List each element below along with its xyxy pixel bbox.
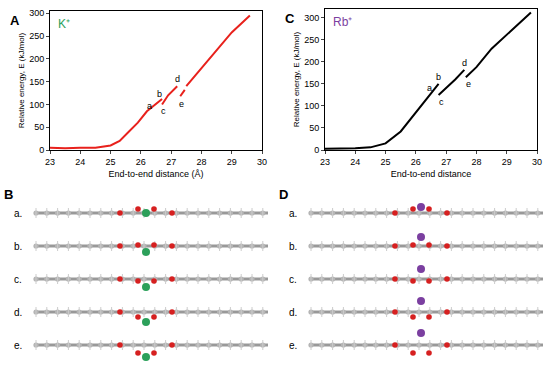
svg-text:30: 30 [532, 157, 542, 167]
svg-text:28: 28 [471, 157, 481, 167]
svg-text:250: 250 [29, 31, 44, 41]
svg-text:C: C [285, 11, 295, 26]
svg-text:a: a [147, 101, 152, 111]
svg-text:50: 50 [309, 123, 319, 133]
svg-text:Rb⁺: Rb⁺ [333, 15, 352, 29]
svg-text:K⁺: K⁺ [58, 17, 70, 31]
svg-text:Relative energy, E (kJ/mol): Relative energy, E (kJ/mol) [292, 31, 301, 127]
svg-text:150: 150 [29, 77, 44, 87]
svg-text:300: 300 [304, 13, 319, 23]
svg-text:a: a [427, 83, 432, 93]
svg-text:c: c [439, 97, 444, 107]
svg-text:28: 28 [196, 157, 206, 167]
svg-text:b.: b. [289, 241, 297, 252]
svg-text:b.: b. [14, 241, 22, 252]
svg-text:24: 24 [350, 157, 360, 167]
svg-text:26: 26 [411, 157, 421, 167]
svg-text:c: c [161, 106, 166, 116]
svg-text:150: 150 [304, 79, 319, 89]
svg-text:End-to-end distance: End-to-end distance [391, 169, 472, 179]
svg-text:d.: d. [289, 307, 297, 318]
svg-text:e: e [466, 79, 471, 89]
svg-text:29: 29 [502, 157, 512, 167]
svg-text:Relative energy, E (kJ/mol): Relative energy, E (kJ/mol) [17, 32, 26, 128]
svg-text:a.: a. [289, 208, 297, 219]
svg-text:100: 100 [304, 101, 319, 111]
svg-text:e.: e. [14, 340, 22, 351]
svg-text:e.: e. [289, 340, 297, 351]
svg-text:30: 30 [257, 157, 267, 167]
svg-text:26: 26 [136, 157, 146, 167]
svg-text:e: e [179, 99, 184, 109]
svg-text:100: 100 [29, 100, 44, 110]
svg-text:B: B [4, 187, 13, 202]
svg-text:D: D [279, 187, 288, 202]
svg-text:200: 200 [29, 54, 44, 64]
svg-text:d: d [462, 58, 467, 68]
svg-text:0: 0 [314, 145, 319, 155]
svg-text:0: 0 [39, 145, 44, 155]
svg-text:23: 23 [320, 157, 330, 167]
svg-text:c.: c. [289, 274, 297, 285]
svg-text:A: A [10, 13, 20, 28]
svg-text:End-to-end distance (Å): End-to-end distance (Å) [108, 169, 203, 179]
svg-text:25: 25 [381, 157, 391, 167]
svg-text:29: 29 [227, 157, 237, 167]
svg-text:27: 27 [441, 157, 451, 167]
svg-text:300: 300 [29, 8, 44, 18]
svg-text:c.: c. [14, 274, 22, 285]
svg-text:23: 23 [45, 157, 55, 167]
svg-text:50: 50 [34, 122, 44, 132]
svg-text:b: b [157, 89, 162, 99]
svg-text:250: 250 [304, 35, 319, 45]
svg-text:d.: d. [14, 307, 22, 318]
svg-text:27: 27 [166, 157, 176, 167]
svg-text:25: 25 [106, 157, 116, 167]
svg-text:b: b [436, 72, 441, 82]
svg-text:24: 24 [75, 157, 85, 167]
svg-text:200: 200 [304, 57, 319, 67]
svg-text:d: d [175, 74, 180, 84]
svg-text:a.: a. [14, 208, 22, 219]
